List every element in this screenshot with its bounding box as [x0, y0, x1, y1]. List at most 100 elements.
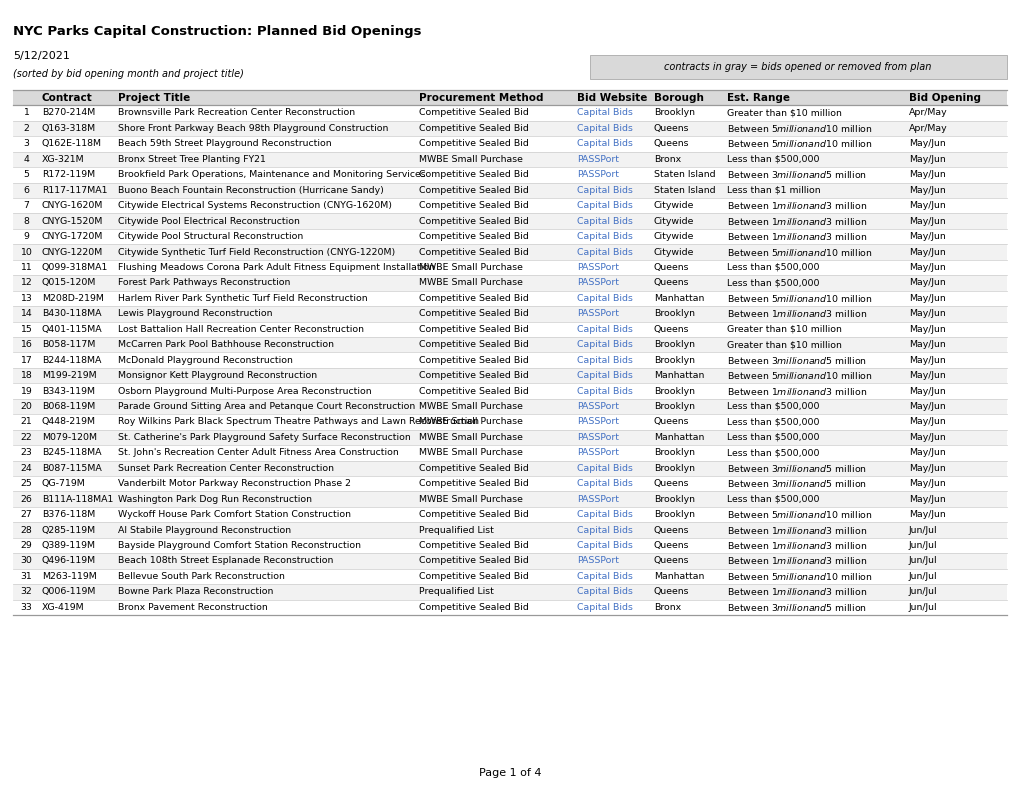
Text: St. Catherine's Park Playground Safety Surface Reconstruction: St. Catherine's Park Playground Safety S…	[118, 433, 411, 442]
Text: Q285-119M: Q285-119M	[42, 526, 96, 534]
Text: Queens: Queens	[653, 479, 689, 489]
Bar	[13, 368, 1006, 383]
Text: Beach 59th Street Playground Reconstruction: Beach 59th Street Playground Reconstruct…	[118, 139, 331, 148]
Bar	[13, 136, 1006, 151]
Text: Competitive Sealed Bid: Competitive Sealed Bid	[419, 479, 529, 489]
Text: MWBE Small Purchase: MWBE Small Purchase	[419, 448, 523, 457]
Text: Between $3 million and $5 million: Between $3 million and $5 million	[727, 602, 866, 613]
Text: Capital Bids: Capital Bids	[577, 247, 633, 257]
Text: Between $5 million and $10 million: Between $5 million and $10 million	[727, 571, 872, 582]
Text: Manhattan: Manhattan	[653, 371, 703, 380]
Text: 32: 32	[20, 587, 32, 597]
Text: Capital Bids: Capital Bids	[577, 186, 633, 195]
Bar	[13, 244, 1006, 260]
Text: Capital Bids: Capital Bids	[577, 109, 633, 117]
Text: Competitive Sealed Bid: Competitive Sealed Bid	[419, 309, 529, 318]
Text: PASSPort: PASSPort	[577, 278, 619, 288]
Text: Less than $500,000: Less than $500,000	[727, 263, 819, 272]
Bar	[13, 167, 1006, 183]
Text: B111A-118MA1: B111A-118MA1	[42, 495, 113, 504]
Text: 25: 25	[20, 479, 32, 489]
Text: MWBE Small Purchase: MWBE Small Purchase	[419, 495, 523, 504]
Bar	[13, 90, 1006, 106]
Text: Osborn Playground Multi-Purpose Area Reconstruction: Osborn Playground Multi-Purpose Area Rec…	[118, 386, 372, 396]
Text: Manhattan: Manhattan	[653, 433, 703, 442]
Text: May/Jun: May/Jun	[908, 309, 945, 318]
Text: May/Jun: May/Jun	[908, 340, 945, 349]
Text: Queens: Queens	[653, 263, 689, 272]
Text: McCarren Park Pool Bathhouse Reconstruction: McCarren Park Pool Bathhouse Reconstruct…	[118, 340, 334, 349]
Text: 9: 9	[23, 232, 29, 241]
Bar	[13, 460, 1006, 476]
Text: Less than $500,000: Less than $500,000	[727, 402, 819, 411]
Bar	[13, 337, 1006, 352]
Text: May/Jun: May/Jun	[908, 278, 945, 288]
Bar	[13, 537, 1006, 553]
Text: Queens: Queens	[653, 124, 689, 133]
Text: Jun/Jul: Jun/Jul	[908, 572, 936, 581]
Text: R172-119M: R172-119M	[42, 170, 95, 180]
Text: 16: 16	[20, 340, 32, 349]
Text: Competitive Sealed Bid: Competitive Sealed Bid	[419, 294, 529, 303]
Text: Staten Island: Staten Island	[653, 170, 714, 180]
Text: 12: 12	[20, 278, 32, 288]
Text: Q015-120M: Q015-120M	[42, 278, 96, 288]
Text: May/Jun: May/Jun	[908, 139, 945, 148]
Text: May/Jun: May/Jun	[908, 495, 945, 504]
Text: Greater than $10 million: Greater than $10 million	[727, 109, 842, 117]
Text: Competitive Sealed Bid: Competitive Sealed Bid	[419, 247, 529, 257]
Text: Jun/Jul: Jun/Jul	[908, 541, 936, 550]
Bar	[13, 260, 1006, 275]
Text: Competitive Sealed Bid: Competitive Sealed Bid	[419, 201, 529, 210]
Text: Between $1 million and $3 million: Between $1 million and $3 million	[727, 200, 866, 211]
Text: Roy Wilkins Park Black Spectrum Theatre Pathways and Lawn Reconstruction: Roy Wilkins Park Black Spectrum Theatre …	[118, 418, 479, 426]
Text: Competitive Sealed Bid: Competitive Sealed Bid	[419, 541, 529, 550]
Text: Queens: Queens	[653, 278, 689, 288]
Bar	[13, 291, 1006, 306]
Text: XG-419M: XG-419M	[42, 603, 85, 611]
Text: B244-118MA: B244-118MA	[42, 355, 101, 365]
Text: May/Jun: May/Jun	[908, 154, 945, 164]
Text: Competitive Sealed Bid: Competitive Sealed Bid	[419, 325, 529, 334]
Text: CNYG-1520M: CNYG-1520M	[42, 217, 103, 225]
Text: 22: 22	[20, 433, 32, 442]
Text: PASSPort: PASSPort	[577, 556, 619, 566]
Text: Competitive Sealed Bid: Competitive Sealed Bid	[419, 386, 529, 396]
Text: M263-119M: M263-119M	[42, 572, 97, 581]
Text: Q496-119M: Q496-119M	[42, 556, 96, 566]
Text: Between $5 million and $10 million: Between $5 million and $10 million	[727, 139, 872, 150]
Text: MWBE Small Purchase: MWBE Small Purchase	[419, 278, 523, 288]
Bar	[13, 569, 1006, 584]
Text: Competitive Sealed Bid: Competitive Sealed Bid	[419, 355, 529, 365]
Text: Competitive Sealed Bid: Competitive Sealed Bid	[419, 217, 529, 225]
Bar	[13, 429, 1006, 445]
Text: Lost Battalion Hall Recreation Center Reconstruction: Lost Battalion Hall Recreation Center Re…	[118, 325, 364, 334]
Text: (sorted by bid opening month and project title): (sorted by bid opening month and project…	[13, 69, 244, 80]
Text: MWBE Small Purchase: MWBE Small Purchase	[419, 402, 523, 411]
Text: May/Jun: May/Jun	[908, 325, 945, 334]
Text: May/Jun: May/Jun	[908, 201, 945, 210]
Text: Less than $500,000: Less than $500,000	[727, 154, 819, 164]
Bar	[13, 229, 1006, 244]
Text: M199-219M: M199-219M	[42, 371, 97, 380]
Text: Between $5 million and $10 million: Between $5 million and $10 million	[727, 509, 872, 520]
Text: May/Jun: May/Jun	[908, 186, 945, 195]
Text: Less than $500,000: Less than $500,000	[727, 495, 819, 504]
Bar	[13, 553, 1006, 569]
Text: May/Jun: May/Jun	[908, 217, 945, 225]
Text: Capital Bids: Capital Bids	[577, 340, 633, 349]
Text: May/Jun: May/Jun	[908, 371, 945, 380]
Text: 5: 5	[23, 170, 29, 180]
Text: Capital Bids: Capital Bids	[577, 526, 633, 534]
Text: contracts in gray = bids opened or removed from plan: contracts in gray = bids opened or remov…	[663, 62, 931, 72]
Text: Brooklyn: Brooklyn	[653, 109, 694, 117]
Text: Capital Bids: Capital Bids	[577, 371, 633, 380]
Text: Capital Bids: Capital Bids	[577, 355, 633, 365]
Bar	[13, 600, 1006, 615]
Bar	[13, 584, 1006, 600]
Text: May/Jun: May/Jun	[908, 170, 945, 180]
Text: May/Jun: May/Jun	[908, 418, 945, 426]
Text: Competitive Sealed Bid: Competitive Sealed Bid	[419, 139, 529, 148]
Text: 18: 18	[20, 371, 32, 380]
Text: Capital Bids: Capital Bids	[577, 463, 633, 473]
